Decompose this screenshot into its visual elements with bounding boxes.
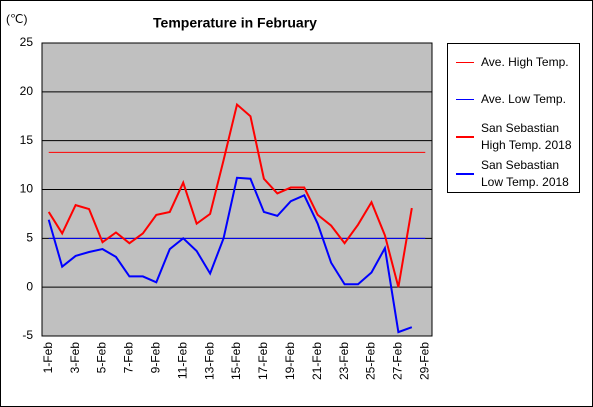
legend-label: San Sebastian Low Temp. 2018 [481,157,569,189]
y-tick-label: 0 [26,279,33,293]
chart-title: Temperature in February [153,15,317,31]
legend-label: San Sebastian High Temp. 2018 [481,120,572,152]
legend-swatch [456,135,474,138]
legend-entry: Ave. Low Temp. [448,81,579,118]
legend: Ave. High Temp. Ave. Low Temp. San Sebasti… [447,43,580,193]
x-tick-label: 21-Feb [310,342,324,380]
legend-label: Ave. High Temp. [481,55,569,69]
y-tick-label: 5 [26,231,33,245]
x-tick-label: 29-Feb [417,342,431,380]
y-tick-label: 15 [20,133,34,147]
legend-swatch [456,172,474,175]
legend-entry: San Sebastian Low Temp. 2018 [448,155,579,192]
x-tick-label: 1-Feb [41,342,55,374]
series-line [47,176,413,334]
x-tick-label: 5-Feb [95,342,109,374]
x-tick-label: 19-Feb [283,342,297,380]
x-tick-label: 9-Feb [148,342,162,374]
series-line [47,102,413,288]
y-tick-label: 25 [20,35,34,49]
x-tick-label: 15-Feb [229,342,243,380]
y-tick-label: 10 [20,182,34,196]
x-tick-label: 3-Feb [68,342,82,374]
y-axis-unit: (℃) [6,12,27,26]
x-tick-label: 17-Feb [256,342,270,380]
x-tick-label: 23-Feb [337,342,351,380]
x-tick-label: 13-Feb [202,342,216,380]
legend-entry: San Sebastian High Temp. 2018 [448,118,579,155]
legend-swatch [456,99,474,100]
x-tick-label: 11-Feb [175,342,189,379]
y-tick-label: 20 [20,84,34,98]
x-tick-label: 25-Feb [364,342,378,380]
x-tick-label: 27-Feb [391,342,405,380]
legend-entry: Ave. High Temp. [448,44,579,81]
legend-swatch [456,62,474,63]
y-tick-label: -5 [22,328,33,342]
x-tick-label: 7-Feb [122,342,136,374]
legend-label: Ave. Low Temp. [481,92,566,106]
